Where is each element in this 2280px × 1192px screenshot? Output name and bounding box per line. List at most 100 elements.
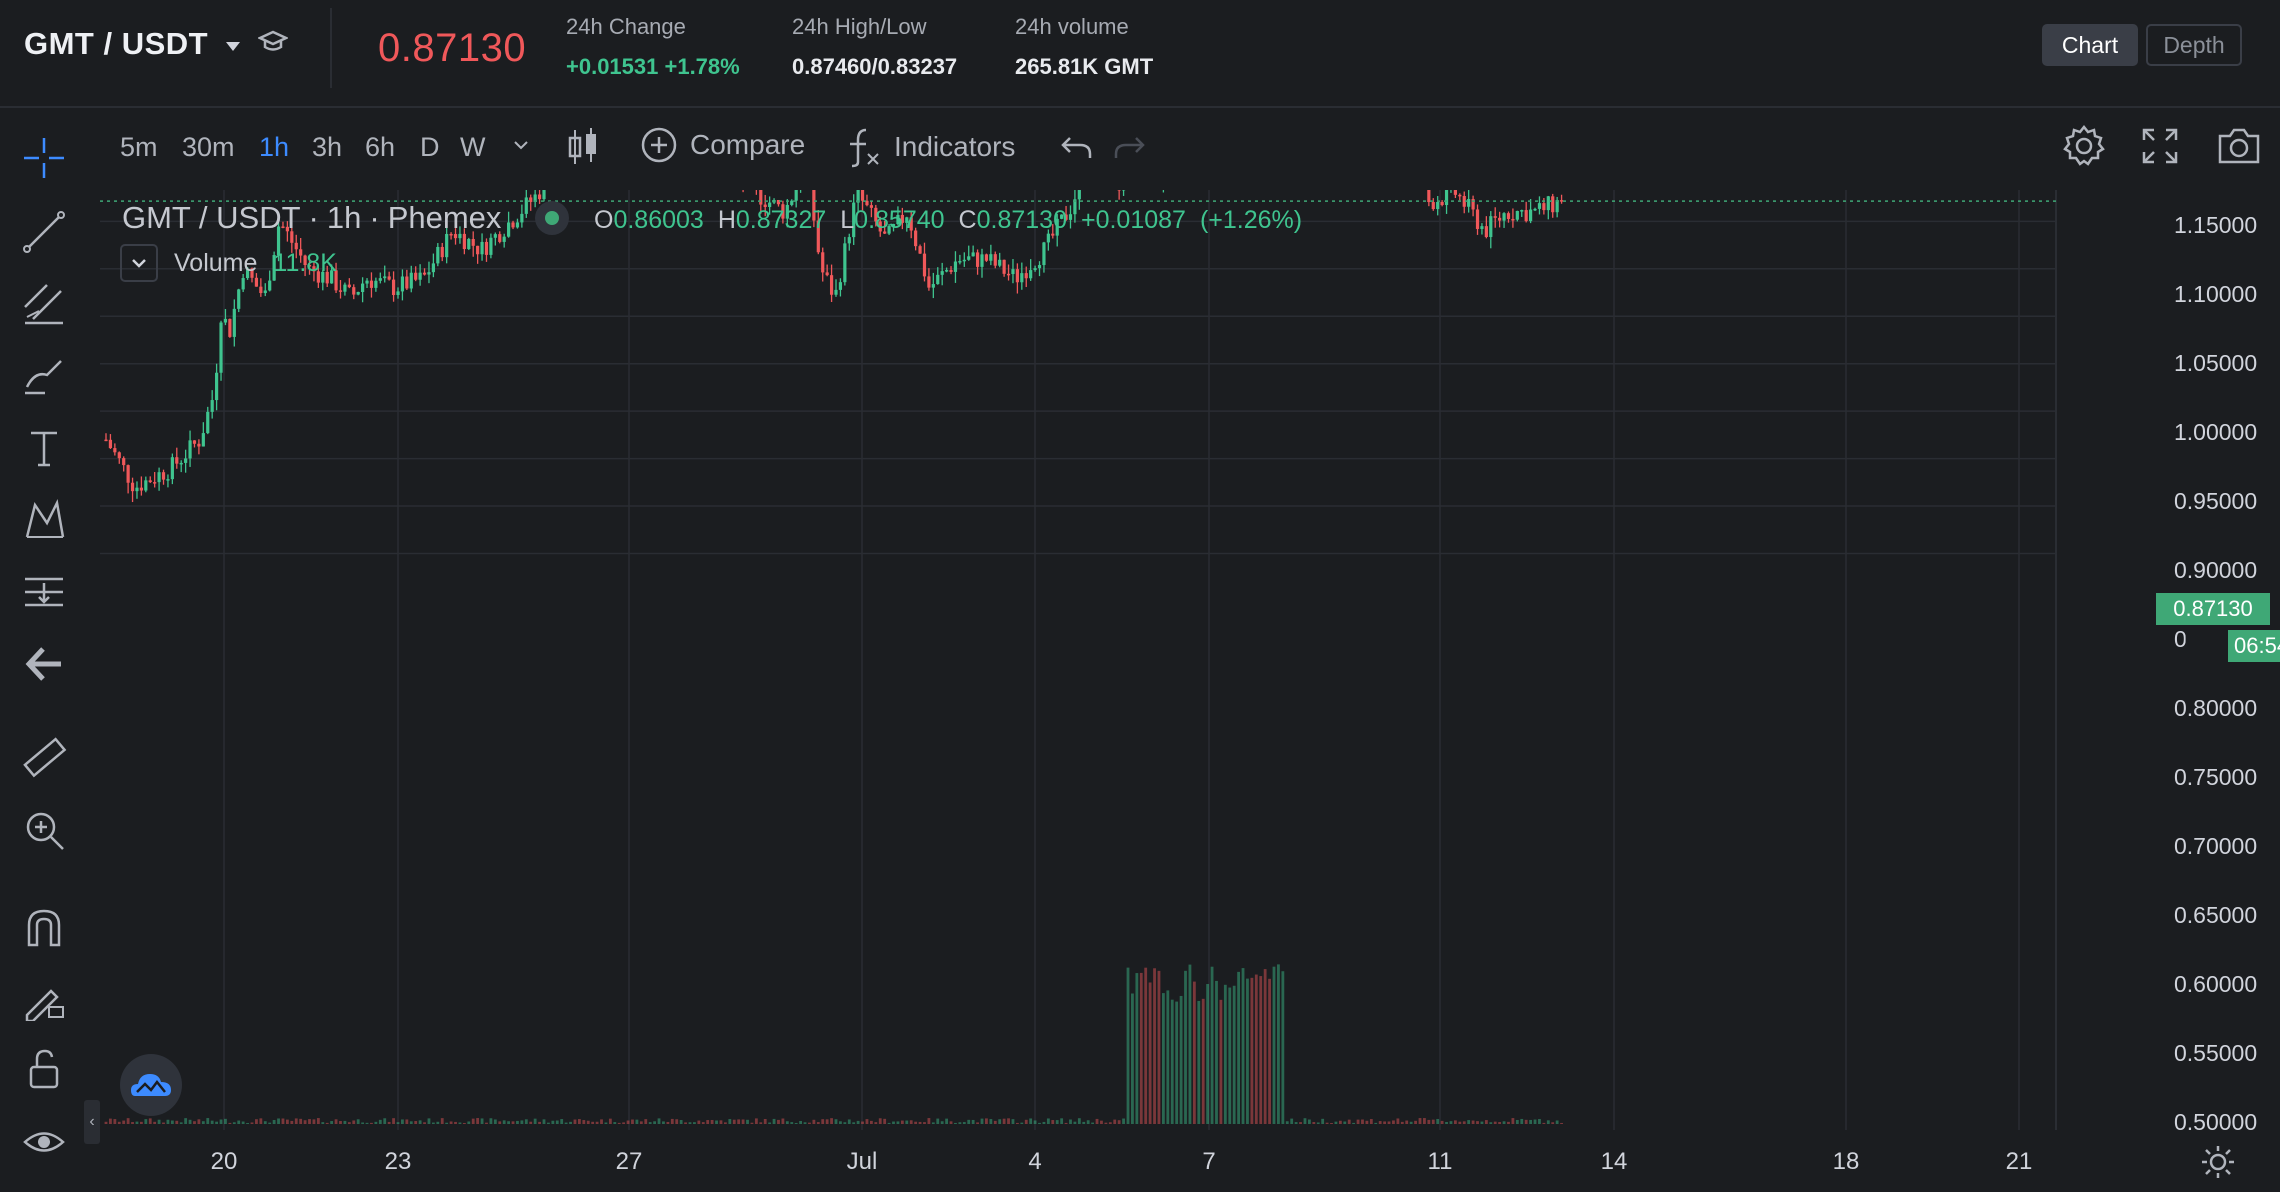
function-icon [850, 128, 879, 168]
prediction-tool-icon[interactable] [18, 566, 70, 618]
unlock-icon[interactable] [18, 1044, 70, 1096]
candle-body [520, 213, 524, 223]
x-tick-label: 21 [2005, 1148, 2033, 1175]
timeframe-6h[interactable]: 6h [365, 132, 396, 162]
candle-body [1068, 214, 1073, 220]
eye-icon[interactable] [18, 1116, 70, 1168]
candle-body [383, 276, 387, 279]
volume-bar [1126, 967, 1130, 1124]
candle-body [1064, 214, 1068, 220]
candle-body [1453, 190, 1457, 195]
volume-bar [109, 1118, 112, 1124]
volume-bar [1241, 968, 1245, 1124]
ohlc-key: L [840, 206, 855, 234]
y-tick-label: 1.05000 [2174, 350, 2258, 376]
volume-bar [967, 1119, 971, 1124]
depth-view-button[interactable]: Depth [2146, 24, 2242, 66]
volume-bar [1515, 1119, 1519, 1124]
candle-body [462, 233, 466, 250]
timeframe-w[interactable]: W [460, 132, 486, 162]
candle-body [374, 280, 378, 288]
pattern-tool-icon[interactable] [18, 494, 70, 546]
fib-tool-icon[interactable] [18, 278, 70, 330]
candle-body [537, 194, 542, 200]
volume-bar [1303, 1118, 1307, 1124]
candle-body [1431, 202, 1435, 210]
candle-body [790, 200, 794, 205]
timeframe-d[interactable]: D [420, 132, 440, 162]
undo-icon[interactable] [1060, 134, 1094, 167]
volume-bar [808, 1122, 811, 1124]
candle-body [825, 272, 829, 276]
zoom-in-icon[interactable] [18, 804, 70, 856]
ruler-icon[interactable] [18, 732, 70, 784]
candle-body [1055, 218, 1059, 236]
volume-bar [675, 1119, 679, 1124]
candle-body [1511, 218, 1515, 221]
legend-symbol: GMT / USDT [122, 200, 301, 235]
pair-selector[interactable]: GMT / USDT [24, 26, 290, 62]
candle-body [914, 230, 918, 247]
magnet-icon[interactable] [18, 902, 70, 954]
redo-icon[interactable] [1112, 134, 1146, 167]
candle-body [299, 249, 303, 256]
candles-icon[interactable] [566, 126, 600, 173]
cloud-logo-icon[interactable] [120, 1054, 182, 1116]
volume-bar [1033, 1120, 1037, 1124]
chevron-down-icon[interactable] [512, 138, 530, 157]
market-status-icon[interactable] [535, 201, 570, 235]
indicators-button[interactable]: Indicators [846, 126, 1015, 168]
candle-body [847, 237, 851, 244]
volume-bar [604, 1122, 608, 1124]
candle-body [440, 246, 444, 258]
camera-icon[interactable] [2216, 126, 2262, 171]
price-chart[interactable] [100, 190, 2158, 1130]
volume-bar [1197, 1000, 1201, 1124]
graduation-cap-icon[interactable] [257, 29, 290, 60]
lock-drawing-icon[interactable] [18, 972, 70, 1024]
arrow-left-icon[interactable] [18, 638, 70, 690]
gear-icon[interactable] [2062, 124, 2106, 173]
chart-canvas[interactable] [100, 190, 2158, 1130]
volume-bar [980, 1118, 984, 1124]
volume-bar [586, 1120, 590, 1124]
text-tool-icon[interactable] [18, 422, 70, 474]
chart-view-button[interactable]: Chart [2042, 24, 2138, 66]
volume-bar [830, 1118, 833, 1124]
volume-bar [170, 1120, 174, 1124]
volume-bar [1073, 1121, 1077, 1124]
volume-bar [423, 1122, 426, 1124]
candle-body [489, 237, 493, 255]
collapse-chevron-icon[interactable] [120, 244, 158, 282]
volume-bar [1493, 1121, 1497, 1124]
timeframe-30m[interactable]: 30m [182, 132, 235, 162]
volume-bar [1237, 971, 1241, 1124]
ohlc-values: O0.86003 H0.87327 L0.85740 C0.87130 +0.0… [594, 206, 1302, 235]
sun-icon[interactable] [2200, 1144, 2236, 1185]
volume-bar [1086, 1120, 1090, 1124]
volume-bar [560, 1119, 564, 1124]
volume-bar [533, 1118, 537, 1124]
candle-body [210, 400, 214, 412]
volume-bar [224, 1118, 227, 1124]
collapse-toolbar-button[interactable]: ‹ [84, 1100, 100, 1144]
fullscreen-icon[interactable] [2140, 126, 2180, 171]
timeframe-3h[interactable]: 3h [312, 132, 343, 162]
candle-body [812, 190, 816, 221]
timeframe-5m[interactable]: 5m [120, 132, 158, 162]
volume-bar [458, 1122, 462, 1124]
candle-body [794, 190, 798, 201]
chevron-down-icon[interactable] [226, 41, 241, 51]
candle-body [356, 292, 360, 295]
candle-body [422, 272, 427, 275]
compare-button[interactable]: Compare [640, 126, 805, 164]
timeframe-1h[interactable]: 1h [259, 132, 290, 162]
volume-bar [104, 1121, 108, 1124]
volume-bar [1064, 1122, 1068, 1124]
brush-icon[interactable] [18, 350, 70, 402]
volume-bar [232, 1122, 236, 1124]
crosshair-icon[interactable] [18, 132, 70, 184]
trend-line-icon[interactable] [18, 206, 70, 258]
volume-bar [343, 1120, 347, 1124]
volume-bar [1529, 1119, 1533, 1124]
